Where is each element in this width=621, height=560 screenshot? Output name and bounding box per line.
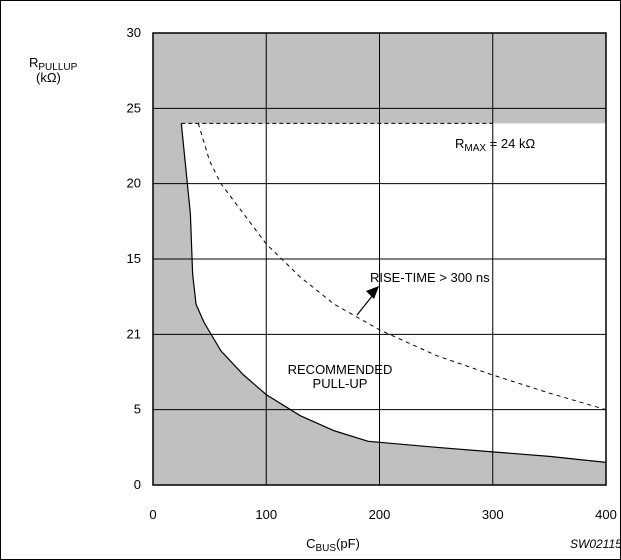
rise-time-curve bbox=[197, 123, 607, 411]
x-tick-label: 200 bbox=[369, 507, 391, 522]
rise-time-label: RISE-TIME > 300 ns bbox=[370, 270, 490, 285]
x-tick-label: 0 bbox=[149, 507, 156, 522]
recommended-region bbox=[181, 123, 606, 463]
x-tick-label: 100 bbox=[255, 507, 277, 522]
x-axis-ticks: 0 100 200 300 400 bbox=[149, 507, 616, 522]
region-label-line2: PULL-UP bbox=[313, 376, 368, 391]
y-axis-ticks: 0 5 21 15 20 25 30 bbox=[127, 25, 141, 492]
y-axis-unit: (kΩ) bbox=[36, 70, 61, 85]
plot-area bbox=[152, 32, 607, 486]
y-tick-label: 30 bbox=[127, 25, 141, 40]
y-tick-label: 0 bbox=[134, 477, 141, 492]
y-tick-label: 20 bbox=[127, 176, 141, 191]
figure-id: SW02115 bbox=[570, 537, 621, 551]
x-tick-label: 300 bbox=[482, 507, 504, 522]
y-tick-label: 15 bbox=[127, 251, 141, 266]
x-axis-label: CBUS(pF) bbox=[306, 536, 360, 554]
rmax-label: RMAX = 24 kΩ bbox=[455, 136, 535, 154]
y-tick-label: 25 bbox=[127, 100, 141, 115]
y-tick-label: 5 bbox=[134, 402, 141, 417]
y-axis-label: RPULLUP bbox=[29, 55, 78, 73]
plot-border bbox=[152, 32, 607, 486]
region-label-line1: RECOMMENDED bbox=[288, 362, 393, 377]
min-boundary-line bbox=[180, 123, 607, 463]
y-tick-label: 21 bbox=[127, 326, 141, 341]
x-tick-label: 400 bbox=[595, 507, 617, 522]
rise-time-arrow bbox=[356, 286, 379, 316]
